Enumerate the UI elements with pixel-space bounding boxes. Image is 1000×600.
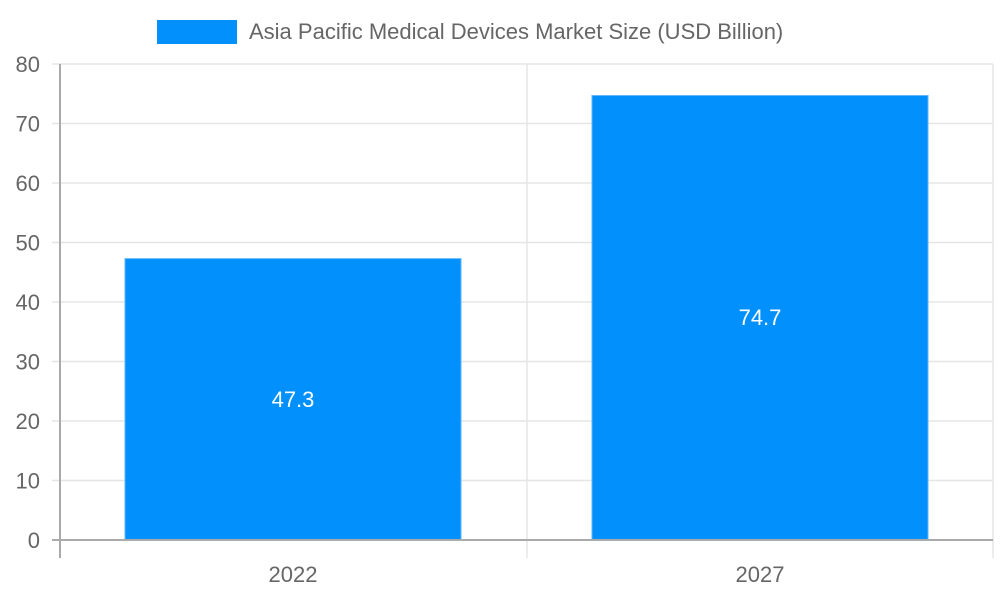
axes xyxy=(52,64,993,558)
y-tick: 50 xyxy=(16,231,40,256)
x-tick-2027: 2027 xyxy=(736,562,785,587)
y-tick: 60 xyxy=(16,171,40,196)
bar-value-label: 74.7 xyxy=(739,305,782,330)
y-tick: 20 xyxy=(16,409,40,434)
data-labels: 47.3 74.7 xyxy=(272,305,782,412)
y-tick: 0 xyxy=(28,528,40,553)
bar-2022[interactable] xyxy=(124,258,462,541)
y-tick: 40 xyxy=(16,290,40,315)
x-axis-ticks: 2022 2027 xyxy=(269,562,785,587)
chart-legend[interactable]: Asia Pacific Medical Devices Market Size… xyxy=(157,19,783,45)
y-tick: 80 xyxy=(16,52,40,77)
y-tick: 30 xyxy=(16,350,40,375)
y-tick: 10 xyxy=(16,469,40,494)
y-axis-ticks: 0 10 20 30 40 50 60 70 80 xyxy=(16,52,40,553)
x-tick-2022: 2022 xyxy=(269,562,318,587)
legend-label: Asia Pacific Medical Devices Market Size… xyxy=(249,19,784,44)
y-tick: 70 xyxy=(16,112,40,137)
legend-swatch xyxy=(157,20,237,44)
bar-value-label: 47.3 xyxy=(272,387,315,412)
